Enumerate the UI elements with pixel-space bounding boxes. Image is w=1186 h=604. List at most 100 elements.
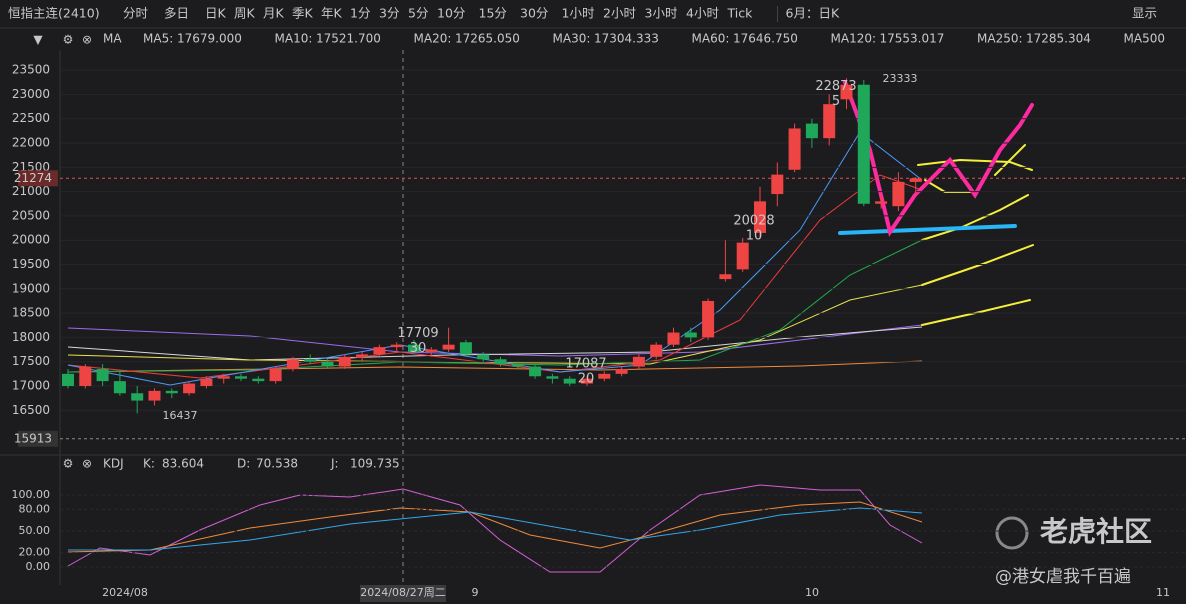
candle-body [373, 347, 386, 355]
period-tab[interactable]: 30分 [520, 6, 548, 21]
ma30-line [67, 284, 923, 365]
period-tab[interactable]: 多日 [164, 6, 189, 21]
annotation: 17709 [397, 326, 438, 341]
period-tab[interactable]: 年K [321, 6, 343, 21]
period-tab[interactable]: 月K [263, 6, 285, 21]
period-tab[interactable]: 1小时 [562, 6, 595, 21]
candle-body [269, 368, 282, 382]
candle-body [823, 104, 836, 139]
candle-body [771, 174, 784, 195]
y-tick-label: 18000 [12, 330, 50, 344]
y-tick-label: 22500 [12, 111, 50, 125]
drawn-line [838, 224, 1017, 235]
candle-body [892, 181, 905, 207]
indicator-name: KDJ [103, 457, 124, 471]
y-tick-label: 17000 [12, 378, 50, 392]
collapse-icon[interactable]: ▼ [33, 33, 43, 47]
drawn-line [921, 194, 1029, 241]
display-menu[interactable]: 显示 [1132, 6, 1157, 21]
candle-body [165, 390, 178, 394]
candle-body [632, 356, 645, 367]
annotation: 17087 [565, 356, 606, 371]
legend-value: 17304.333 [594, 32, 659, 46]
x-tick-label: 2024/08 [102, 586, 148, 599]
candle-body [217, 376, 230, 379]
x-tick-label: 9 [472, 586, 479, 599]
candle-body [442, 344, 455, 350]
candle-body [286, 359, 299, 369]
candle-body [598, 373, 611, 379]
legend-name: MA10: [275, 32, 313, 46]
period-tab[interactable]: 周K [234, 6, 256, 21]
candle-body [909, 178, 922, 182]
legend-name: MA30: [553, 32, 591, 46]
legend-value: 17285.304 [1026, 32, 1091, 46]
candle-body [200, 378, 213, 386]
close-icon[interactable]: ⊗ [82, 457, 92, 471]
y-tick-label: 22000 [12, 136, 50, 150]
candle-body [615, 368, 628, 374]
candle-body [408, 344, 420, 352]
candle-body [511, 364, 524, 367]
legend-name: MA250: [977, 32, 1023, 46]
y-tick-label: 17500 [12, 354, 50, 368]
period-tab[interactable]: 季K [292, 6, 314, 21]
y-tick-label: 23000 [12, 87, 50, 101]
drawn-line [921, 299, 1031, 326]
legend-value: 17265.050 [455, 32, 520, 46]
period-tab[interactable]: 分时 [123, 6, 149, 21]
period-tab[interactable]: 4小时 [686, 6, 719, 21]
period-tab[interactable]: 日K [205, 6, 227, 21]
candle-body [736, 242, 749, 270]
indicator-name: MA [103, 32, 122, 46]
annotation-sub: 5 [832, 94, 840, 109]
candle-body [304, 359, 317, 362]
ma-lines [67, 131, 923, 386]
candle-body [875, 201, 888, 204]
watermark-user: @港女虐我千百遍 [995, 567, 1131, 587]
annotation-sub: 10 [746, 228, 763, 243]
candle-body [494, 359, 507, 365]
candle-body [183, 383, 196, 394]
price-box [18, 170, 58, 187]
y-tick-label: 21000 [12, 184, 50, 198]
candle-body [684, 332, 697, 338]
legend-name: MA5: [143, 32, 173, 46]
settings-icon[interactable]: ⚙ [63, 457, 74, 471]
candle-body [79, 366, 92, 386]
period-tab[interactable]: 15分 [479, 6, 507, 21]
period-tab[interactable]: 3分 [379, 6, 399, 21]
candle-body [390, 344, 403, 348]
x-tick-label: 10 [805, 586, 819, 599]
period-tab[interactable]: 2小时 [603, 6, 636, 21]
ma60-line [67, 324, 923, 357]
settings-icon[interactable]: ⚙ [63, 33, 74, 47]
symbol[interactable]: 恒指主连(2410) [8, 6, 100, 21]
candle-body [131, 393, 144, 401]
annotation-sub: 30 [410, 341, 427, 356]
k-line [67, 501, 923, 553]
kdj-lines [67, 484, 923, 573]
candle-body [148, 390, 161, 401]
watermark-brand: 老虎社区 [1040, 515, 1152, 548]
legend-value: 109.735 [350, 457, 400, 471]
close-icon[interactable]: ⊗ [82, 33, 92, 47]
candle-body [754, 201, 766, 233]
candle-body [788, 128, 801, 170]
period-tab[interactable]: 5分 [408, 6, 428, 21]
candle-body [338, 356, 351, 367]
annotation-sub: 20 [578, 371, 595, 386]
period-tab[interactable]: Tick [727, 6, 754, 21]
candle-body [321, 361, 334, 367]
range-select[interactable]: 6月：日K [786, 6, 840, 21]
y-tick-label: 0.00 [26, 560, 51, 573]
period-tab[interactable]: 10分 [437, 6, 465, 21]
annotation: 23333 [883, 72, 918, 85]
period-tab[interactable]: 1分 [350, 6, 370, 21]
period-tab[interactable]: 3小时 [645, 6, 678, 21]
annotation: 22873 [815, 79, 856, 94]
candle-body [529, 366, 542, 377]
annotation: 20028 [733, 213, 774, 228]
